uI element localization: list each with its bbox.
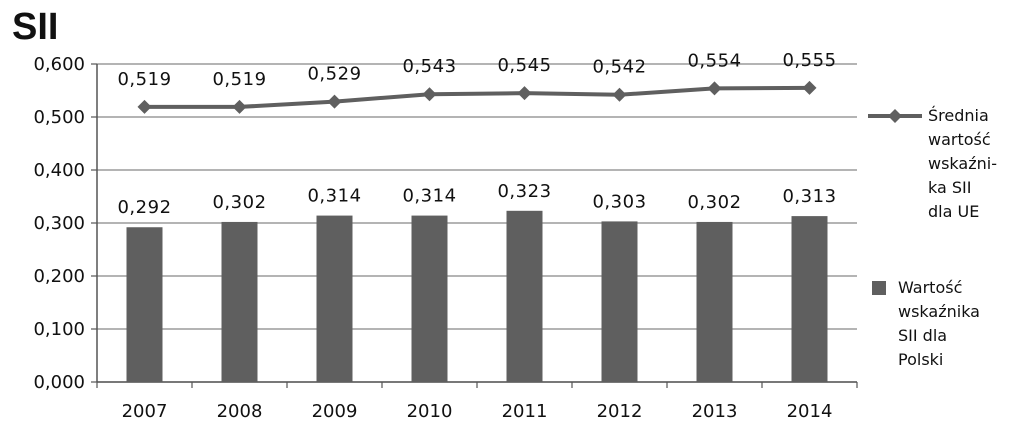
- line-point: [802, 80, 817, 95]
- line-point: [327, 94, 342, 109]
- y-tick-label: 0,000: [33, 372, 85, 393]
- legend-item-poland: Wartość wskaźnika SII dla Polski: [868, 276, 980, 372]
- line-data-label: 0,543: [402, 56, 456, 77]
- bar-series: [126, 210, 828, 382]
- bar: [411, 215, 448, 382]
- y-tick-label: 0,300: [33, 213, 85, 234]
- tick-labels: 0,000 0,100 0,200 0,300 0,400 0,500 0,600 2007 2…: [33, 54, 832, 422]
- bar: [601, 221, 638, 382]
- line-data-label: 0,529: [307, 64, 361, 85]
- bar-data-label: 0,313: [782, 186, 836, 207]
- line-data-label: 0,519: [212, 69, 266, 90]
- line-data-label: 0,542: [592, 57, 646, 78]
- line-point: [422, 87, 437, 102]
- y-tick-label: 0,200: [33, 266, 85, 287]
- x-tick-label: 2008: [217, 401, 263, 422]
- y-tick-label: 0,100: [33, 319, 85, 340]
- y-tick-label: 0,400: [33, 160, 85, 181]
- bar: [791, 216, 828, 382]
- bar-data-label: 0,302: [687, 192, 741, 213]
- bar-data-label: 0,314: [307, 186, 361, 207]
- chart-title: SII: [12, 6, 59, 48]
- line-data-label: 0,545: [497, 55, 551, 76]
- legend-line-marker-icon: [868, 109, 922, 123]
- legend-bar-swatch-icon: [872, 281, 886, 295]
- bar-data-label: 0,292: [117, 197, 171, 218]
- bar: [221, 221, 258, 382]
- bar: [506, 210, 543, 382]
- grid-lines: [97, 63, 857, 383]
- bar-data-label: 0,323: [497, 181, 551, 202]
- legend-label-poland: Wartość wskaźnika SII dla Polski: [898, 278, 980, 369]
- line-data-label: 0,555: [782, 50, 836, 71]
- legend-item-eu-average: Średnia wartość wskaźni- ka SII dla UE: [868, 104, 997, 224]
- line-point: [612, 87, 627, 102]
- x-tick-label: 2013: [692, 401, 738, 422]
- line-point: [137, 99, 152, 114]
- legend-label-eu-average: Średnia wartość wskaźni- ka SII dla UE: [928, 106, 997, 221]
- x-tick-label: 2011: [502, 401, 548, 422]
- bar-data-label: 0,314: [402, 186, 456, 207]
- axes: [91, 63, 858, 388]
- bar: [696, 221, 733, 382]
- line-point: [707, 81, 722, 96]
- line-data-label: 0,519: [117, 69, 171, 90]
- line-point: [517, 86, 532, 101]
- line-point: [232, 99, 247, 114]
- line-series: [137, 80, 817, 114]
- x-tick-label: 2009: [312, 401, 358, 422]
- line-data-label: 0,554: [687, 50, 741, 71]
- series-line: [144, 85, 810, 109]
- bar-data-label: 0,303: [592, 191, 646, 212]
- x-tick-label: 2007: [122, 401, 168, 422]
- bar: [316, 215, 353, 382]
- x-tick-label: 2014: [787, 401, 833, 422]
- bar: [126, 227, 163, 382]
- y-tick-label: 0,500: [33, 107, 85, 128]
- bar-data-label: 0,302: [212, 192, 266, 213]
- y-tick-label: 0,600: [33, 54, 85, 75]
- data-labels: 0,292 0,302 0,314 0,314 0,323 0,303 0,302 0,313…: [117, 50, 836, 218]
- x-tick-label: 2010: [407, 401, 453, 422]
- x-tick-label: 2012: [597, 401, 643, 422]
